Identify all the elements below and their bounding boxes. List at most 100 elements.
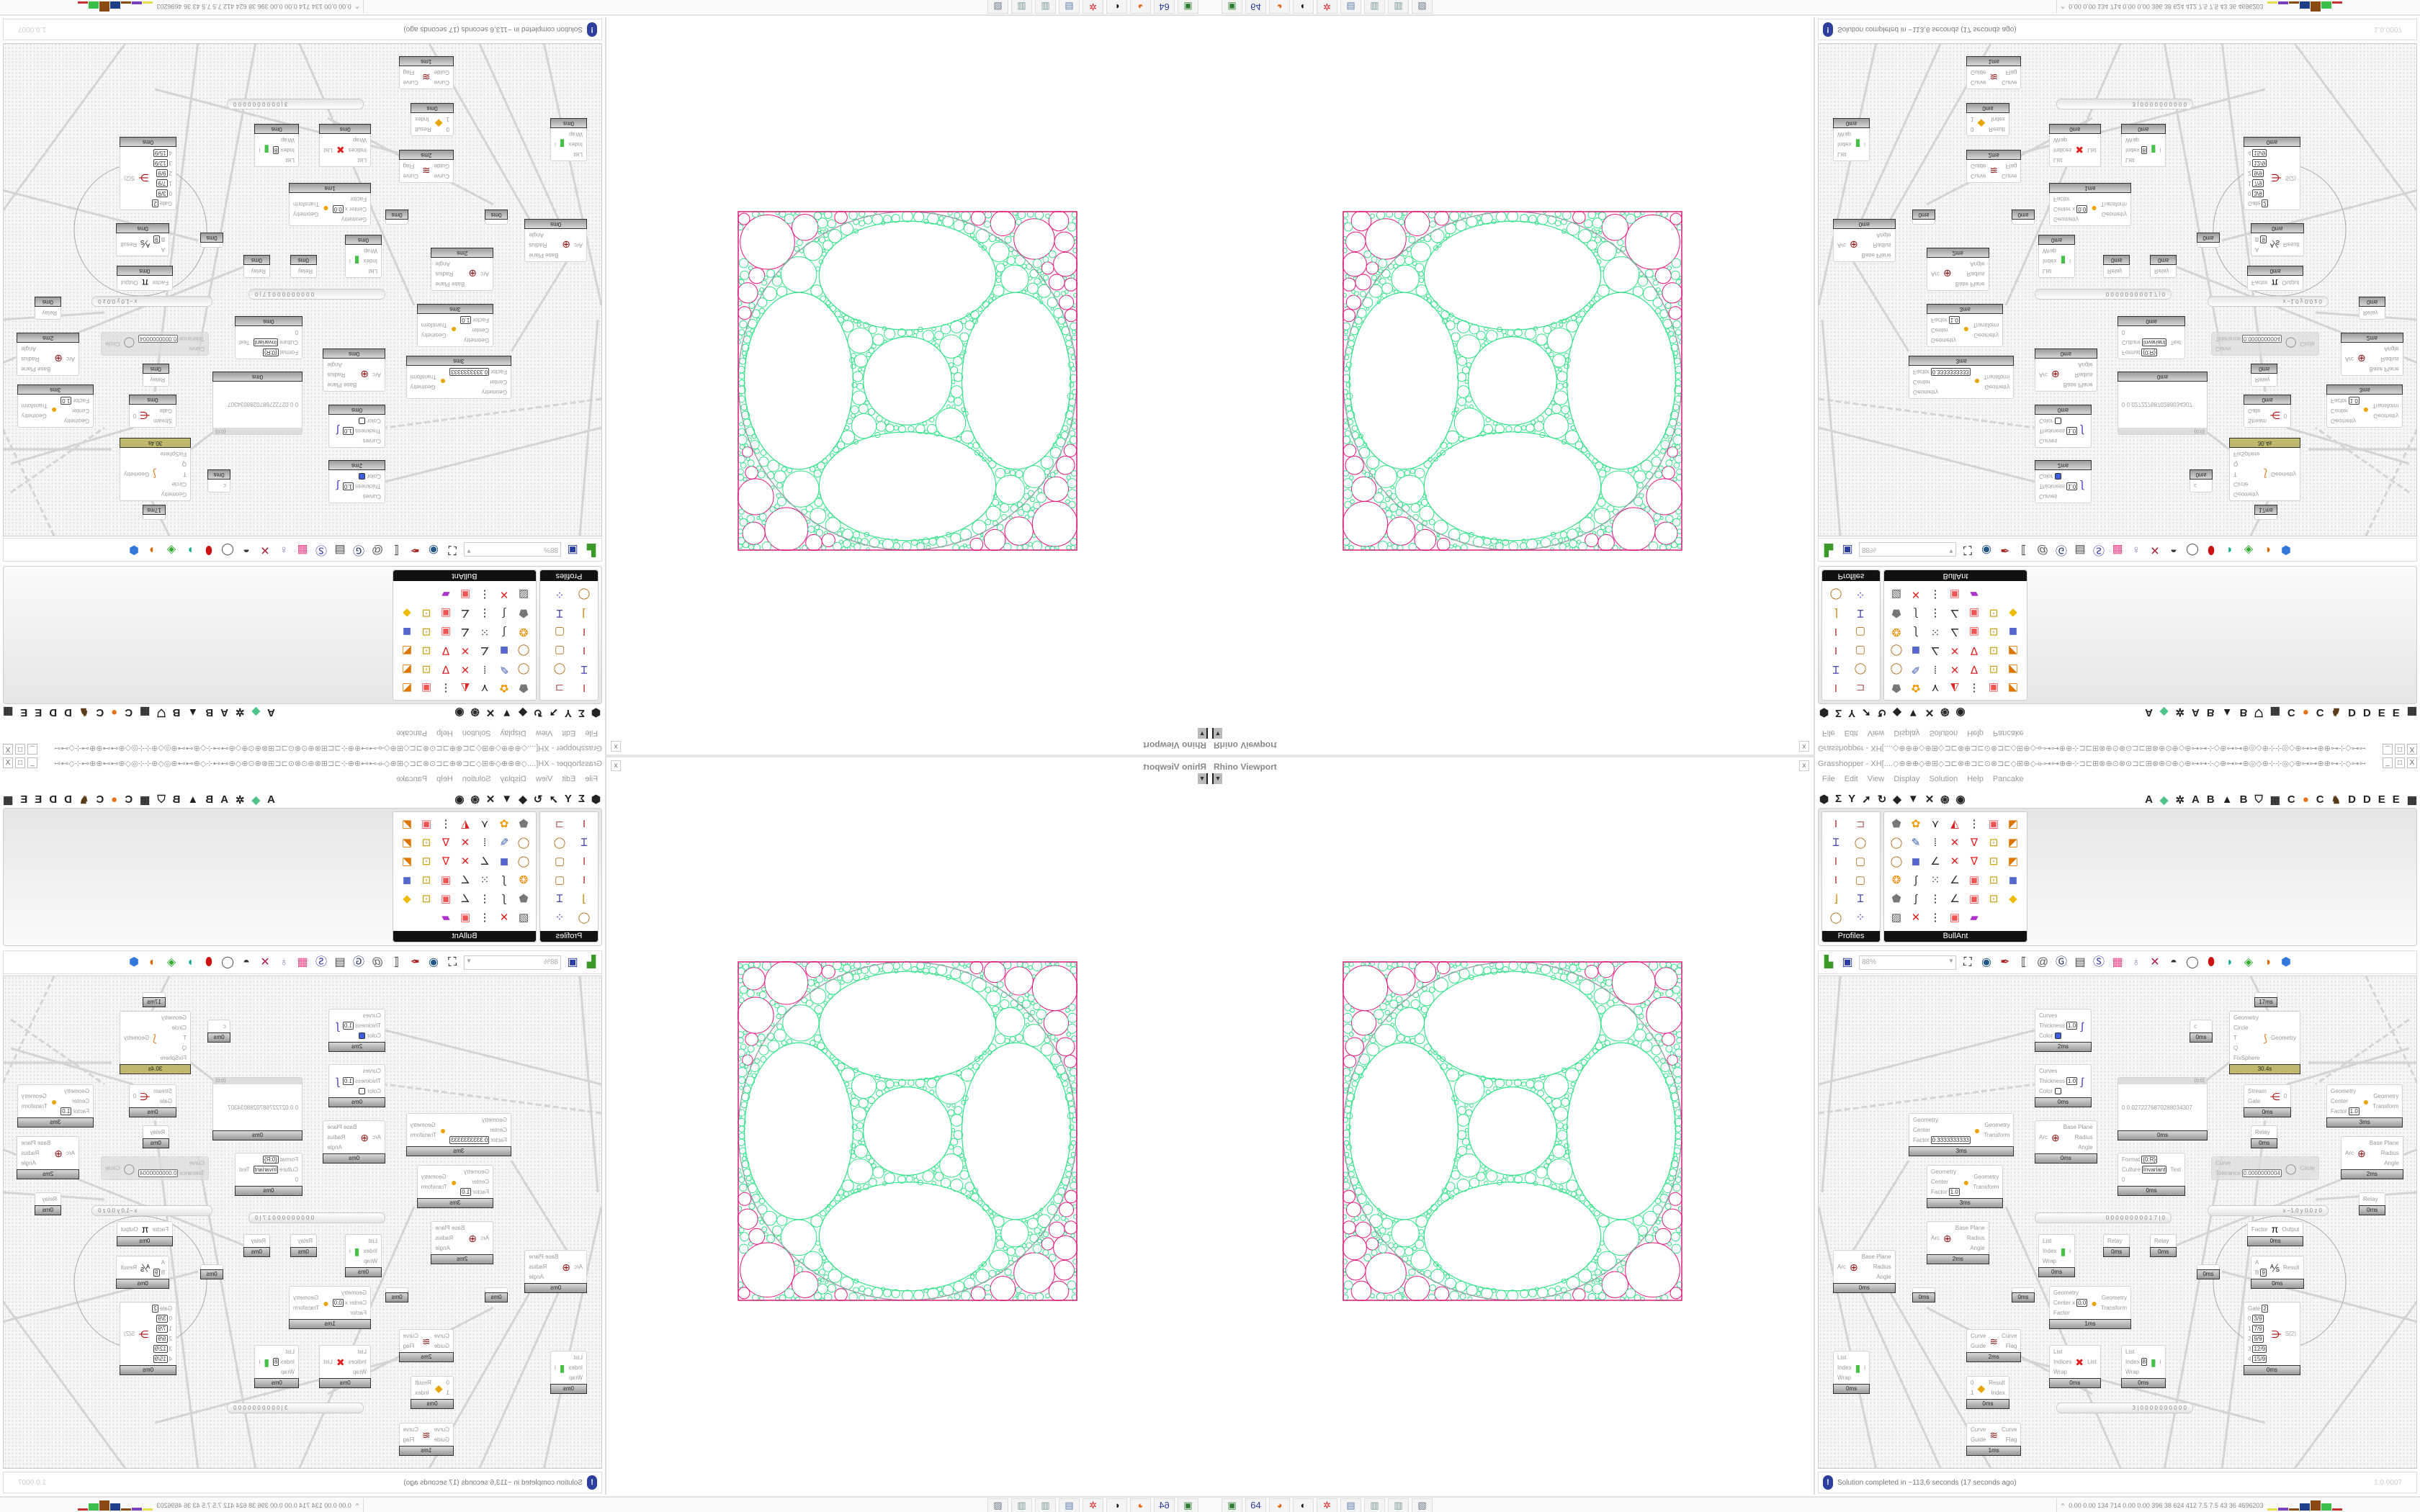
bracket-icon[interactable]: ⟦ xyxy=(2021,544,2027,557)
port-value[interactable]: Invariant xyxy=(253,338,279,346)
nodes-icon[interactable]: ⁙ xyxy=(480,874,490,886)
input-port[interactable]: Q xyxy=(2233,460,2259,468)
box-section-icon[interactable]: ▢ xyxy=(1855,644,1866,657)
output-port[interactable]: Radius xyxy=(327,372,346,378)
port-value[interactable]: 0.0000000004 xyxy=(2241,335,2282,343)
menu-display[interactable]: Display xyxy=(1894,729,1920,737)
input-port[interactable]: Geometry xyxy=(2331,1087,2360,1095)
output-port[interactable]: Geometry xyxy=(2101,1295,2127,1301)
floppy-64-icon[interactable]: 64 xyxy=(1245,0,1266,14)
node-dispatch[interactable]: 0 1 ◆ Result Index 0ms xyxy=(411,103,454,136)
tab-mountain-icon[interactable]: ▲ xyxy=(187,793,199,806)
polyline-icon[interactable]: ∠ xyxy=(1950,874,1960,886)
node-panel[interactable]: {0;0} 0 0.0272276870288034307 0ms xyxy=(212,1077,302,1140)
input-port[interactable]: Geometry xyxy=(460,336,489,344)
tab-letter-c-icon[interactable]: C xyxy=(2287,706,2295,719)
input-port[interactable]: Q xyxy=(2233,1044,2259,1052)
output-port[interactable]: Base Plane xyxy=(1955,1225,1985,1231)
output-port[interactable]: Geometry xyxy=(1984,384,2010,390)
input-port[interactable]: Relay xyxy=(2255,376,2269,384)
input-port[interactable]: Thickness1.0 xyxy=(342,1077,381,1085)
node-timer[interactable]: 17ms xyxy=(143,505,166,520)
chevron-down-icon[interactable]: ▼ xyxy=(1198,728,1208,739)
v-icon[interactable]: ∇ xyxy=(1970,663,1978,675)
cube-icon[interactable]: ◆ xyxy=(1893,706,1901,719)
cross-icon[interactable]: ✕ xyxy=(460,837,470,849)
tab-bird-icon[interactable]: ♞ xyxy=(79,706,89,718)
node-flip-curve[interactable]: Curve Guide ≋ Curve Flag 2ms xyxy=(1966,1329,2022,1362)
gha-icon[interactable]: Ⓖ xyxy=(2055,544,2067,557)
output-port[interactable]: Result xyxy=(1989,1380,2005,1386)
eye-icon[interactable]: ◉ xyxy=(454,706,465,719)
output-port[interactable]: i xyxy=(554,141,556,148)
input-port[interactable]: Gate xyxy=(153,1097,172,1105)
profiles-panel-label[interactable]: Profiles xyxy=(1822,931,1880,942)
menu-view[interactable]: View xyxy=(535,729,553,737)
number-slider[interactable]: 0 0 0 0 0 0 0 0 0 1 7 | 0 xyxy=(248,289,385,300)
minimize-button[interactable]: _ xyxy=(27,757,37,768)
ring-icon[interactable]: ◯ xyxy=(1829,912,1842,924)
curve-icon[interactable]: ∫ xyxy=(1914,626,1918,638)
input-port[interactable]: Color xyxy=(343,1032,381,1040)
output-port[interactable]: List xyxy=(323,1359,333,1365)
menu-file[interactable]: File xyxy=(1822,729,1835,737)
input-port[interactable]: Format{0:R} xyxy=(2122,348,2166,356)
node-relay[interactable]: Relay 0ms xyxy=(2251,1125,2278,1148)
tab-letter-d-icon[interactable]: D xyxy=(64,793,72,806)
blue-ball-icon[interactable]: ⬢ xyxy=(2281,955,2291,968)
input-port[interactable]: CultureInvariant xyxy=(253,1166,298,1174)
node-timer[interactable]: 17ms xyxy=(2254,505,2277,520)
input-port[interactable]: 415/9 xyxy=(152,1355,172,1363)
search-icon[interactable]: Ⓢ xyxy=(315,544,328,557)
rock-icon[interactable]: ⬟ xyxy=(1891,818,1901,830)
panel-icon[interactable]: ◩ xyxy=(401,644,413,657)
input-port[interactable]: Thickness1.0 xyxy=(342,482,381,490)
cube-icon[interactable]: ◼ xyxy=(2008,626,2018,638)
rainbow-icon[interactable]: ▰ xyxy=(442,588,450,600)
blue-ball-icon[interactable]: ⬢ xyxy=(129,955,139,968)
tab-letter-e-icon[interactable]: E xyxy=(35,706,42,719)
number-slider[interactable]: 0 0 0 0 0 0 0 0 0 1 7 | 0 xyxy=(2035,289,2172,300)
output-port[interactable]: Result xyxy=(2283,1264,2300,1271)
cross-icon[interactable]: ✕ xyxy=(1911,588,1921,600)
panel-icon[interactable]: ◩ xyxy=(401,682,413,694)
tab-letter-d-icon[interactable]: D xyxy=(49,793,58,806)
i-beam-icon[interactable]: I xyxy=(1834,874,1838,886)
flower-icon[interactable]: ✿ xyxy=(1911,682,1921,694)
spiral-icon[interactable]: ֍ xyxy=(470,706,480,718)
output-port[interactable]: Radius xyxy=(2074,372,2093,378)
port-value[interactable]: 0.0 xyxy=(2076,1299,2088,1307)
port-value[interactable]: 9 xyxy=(153,1269,160,1277)
port-value[interactable]: 9/9 xyxy=(156,1335,168,1343)
output-port[interactable]: Geometry xyxy=(421,1174,447,1180)
panel-icon[interactable]: ◩ xyxy=(2007,818,2019,830)
input-port[interactable]: Stream xyxy=(2248,1087,2267,1095)
output-port[interactable]: Result xyxy=(120,241,137,248)
output-port[interactable]: i xyxy=(2159,1359,2161,1365)
node-relay-blank[interactable]: 0ms xyxy=(485,1287,508,1302)
gha-icon[interactable]: Ⓖ xyxy=(353,955,365,968)
output-port[interactable]: i xyxy=(2069,1248,2071,1254)
input-port[interactable]: Indices xyxy=(349,1358,367,1366)
port-value[interactable]: 1.0 xyxy=(2066,1077,2078,1085)
output-port[interactable]: Output xyxy=(2282,279,2300,287)
menu-file[interactable]: File xyxy=(585,775,598,783)
output-port[interactable]: Radius xyxy=(435,1235,454,1241)
input-port[interactable]: 0 xyxy=(2122,328,2166,336)
frame-icon[interactable]: ▣ xyxy=(1988,682,1999,694)
input-port[interactable]: Curve xyxy=(1971,1426,1986,1434)
tab-letter-d-icon[interactable]: D xyxy=(2348,706,2356,719)
tab-mountain-icon[interactable]: ▲ xyxy=(2221,793,2233,806)
picture-icon[interactable]: ▨ xyxy=(518,912,529,924)
notepad-icon[interactable]: ▥ xyxy=(1011,0,1032,14)
ladder-icon[interactable]: ⋮ xyxy=(1930,893,1941,905)
input-port[interactable]: Factor1.0 xyxy=(460,316,489,324)
